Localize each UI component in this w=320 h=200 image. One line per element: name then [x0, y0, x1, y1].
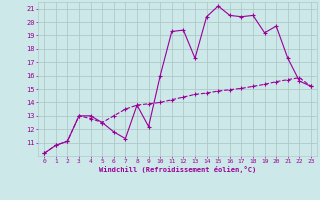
X-axis label: Windchill (Refroidissement éolien,°C): Windchill (Refroidissement éolien,°C): [99, 166, 256, 173]
